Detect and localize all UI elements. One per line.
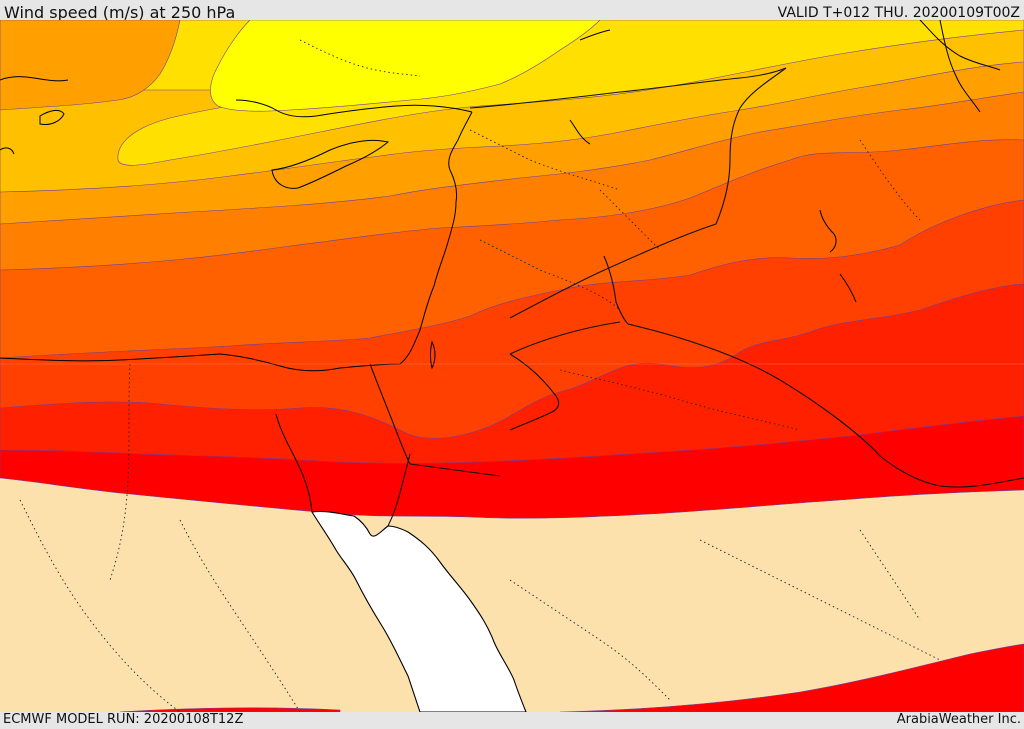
footer-bar: ECMWF MODEL RUN: 20200108T12Z ArabiaWeat… (0, 712, 1024, 729)
solid-borders (369, 67, 1024, 488)
southern-jet-band-west (119, 707, 341, 712)
model-run-label: ECMWF MODEL RUN: 20200108T12Z (3, 712, 244, 727)
header-bar: Wind speed (m/s) at 250 hPa VALID T+012 … (0, 0, 1024, 22)
credit-label: ArabiaWeather Inc. (896, 712, 1021, 727)
wind-band-gold-west (0, 20, 181, 111)
weather-map (0, 20, 1024, 712)
coastlines (0, 20, 1001, 527)
country-borders (19, 39, 941, 712)
southern-jet-band (559, 643, 1024, 712)
valid-time-label: VALID T+012 THU. 20200109T00Z (777, 5, 1020, 21)
wind-speed-map-svg (0, 20, 1024, 712)
red-sea (311, 510, 527, 712)
map-title: Wind speed (m/s) at 250 hPa (4, 3, 236, 22)
wind-band-yellow (210, 20, 601, 112)
